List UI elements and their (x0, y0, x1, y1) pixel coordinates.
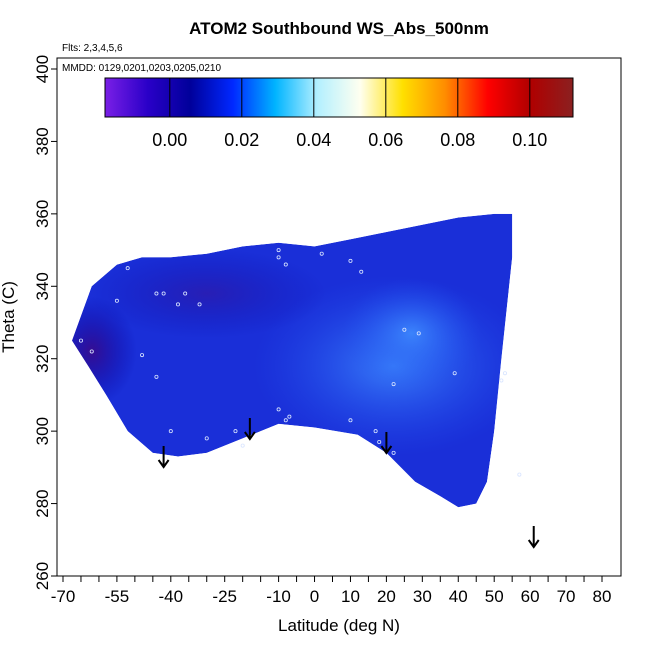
chart-title: ATOM2 Southbound WS_Abs_500nm (189, 19, 489, 38)
y-axis-title: Theta (C) (0, 281, 18, 353)
colorbar: 0.00 0.02 0.04 0.06 0.08 0.10 (104, 77, 574, 150)
sample-point (89, 349, 94, 354)
sample-point (114, 298, 119, 303)
y-tick-label: 360 (33, 200, 52, 228)
sample-point (359, 269, 364, 274)
x-tick-label: 50 (485, 587, 504, 606)
x-tick-label: -40 (159, 587, 184, 606)
sample-point (204, 436, 209, 441)
colorbar-tick-label: 0.08 (440, 130, 475, 150)
x-tick-label: 40 (449, 587, 468, 606)
flight-arrows (157, 418, 540, 549)
sample-point (183, 291, 188, 296)
colorbar-tick-label: 0.02 (224, 130, 259, 150)
plot-area (56, 57, 622, 577)
y-tick-label: 260 (33, 562, 52, 590)
plot-frame (56, 57, 622, 577)
x-tick-label: 30 (413, 587, 432, 606)
sample-point (168, 429, 173, 434)
sample-point (402, 327, 407, 332)
colorbar-tick-label: 0.00 (152, 130, 187, 150)
flights-note: Flts: 2,3,4,5,6 (62, 43, 123, 54)
sample-point (140, 353, 145, 358)
x-tick-label: 80 (593, 587, 612, 606)
y-axis: 260 280 300 320 340 360 380 400 (33, 55, 57, 590)
sample-point (373, 429, 378, 434)
colorbar-tick-label: 0.10 (512, 130, 547, 150)
field-high-spot (341, 278, 482, 389)
sample-point (276, 248, 281, 253)
heatmap-field (72, 213, 513, 508)
colorbar-fill (105, 78, 573, 117)
sample-point (348, 418, 353, 423)
y-tick-label: 400 (33, 55, 52, 83)
y-tick-label: 340 (33, 272, 52, 300)
x-tick-label: 10 (341, 587, 360, 606)
sample-point (240, 443, 245, 448)
dates-note: MMDD: 0129,0201,0203,0205,0210 (62, 63, 221, 74)
x-tick-label: 70 (557, 587, 576, 606)
sample-point (452, 371, 457, 376)
sample-point (502, 371, 507, 376)
colorbar-tick-label: 0.04 (296, 130, 331, 150)
x-tick-label: -10 (266, 587, 291, 606)
sample-point (233, 429, 238, 434)
sample-point (377, 440, 382, 445)
colorbar-tick-label: 0.06 (368, 130, 403, 150)
sample-point (517, 472, 522, 477)
y-tick-label: 380 (33, 127, 52, 155)
field-dark-region (86, 248, 327, 339)
sample-point (287, 414, 292, 419)
flight-arrow (380, 432, 393, 455)
flight-arrow (527, 526, 540, 549)
colorbar-frame (104, 77, 574, 118)
x-axis: -70 -55 -40 -25 -10 0 10 20 30 40 50 60 70 80 (51, 576, 612, 606)
sample-point (283, 418, 288, 423)
sample-point (391, 450, 396, 455)
sample-point (197, 302, 202, 307)
x-axis-title: Latitude (deg N) (278, 616, 400, 635)
sample-point (391, 382, 396, 387)
sample-point (154, 291, 159, 296)
sample-point (348, 258, 353, 263)
colorbar-ticks: 0.00 0.02 0.04 0.06 0.08 0.10 (152, 78, 547, 150)
sample-point (499, 378, 504, 383)
sample-point (175, 302, 180, 307)
sample-point (319, 251, 324, 256)
y-tick-label: 300 (33, 417, 52, 445)
y-tick-label: 320 (33, 345, 52, 373)
x-tick-label: 60 (521, 587, 540, 606)
sample-point (125, 266, 130, 271)
sample-point (154, 374, 159, 379)
x-tick-label: -70 (51, 587, 76, 606)
x-tick-label: 20 (377, 587, 396, 606)
x-tick-label: 0 (310, 587, 319, 606)
sample-points (78, 248, 522, 477)
sample-point (276, 407, 281, 412)
sample-point (161, 291, 166, 296)
sample-point (416, 331, 421, 336)
sample-point (276, 255, 281, 260)
field-low-spot (72, 296, 137, 407)
flight-arrow (244, 418, 256, 441)
sample-point (78, 338, 83, 343)
x-tick-label: -55 (105, 587, 130, 606)
y-tick-label: 280 (33, 489, 52, 517)
flight-arrow (157, 446, 170, 469)
x-tick-label: -25 (212, 587, 237, 606)
sample-point (283, 262, 288, 267)
